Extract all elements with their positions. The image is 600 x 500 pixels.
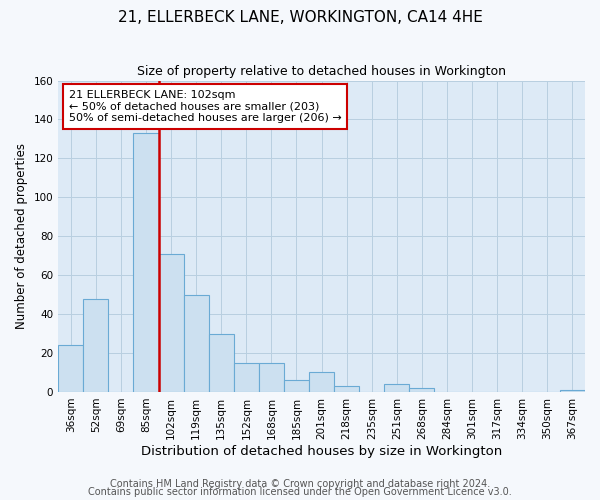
Bar (133, 133, 158, 392)
Bar (158, 254, 184, 392)
Bar (309, 372, 334, 392)
Y-axis label: Number of detached properties: Number of detached properties (15, 144, 28, 330)
Bar (259, 363, 284, 392)
Text: 21 ELLERBECK LANE: 102sqm
← 50% of detached houses are smaller (203)
50% of semi: 21 ELLERBECK LANE: 102sqm ← 50% of detac… (69, 90, 341, 123)
Bar (184, 294, 209, 392)
Bar (334, 386, 359, 392)
Text: Contains public sector information licensed under the Open Government Licence v3: Contains public sector information licen… (88, 487, 512, 497)
Bar (234, 363, 259, 392)
Bar (83, 298, 109, 392)
Text: Contains HM Land Registry data © Crown copyright and database right 2024.: Contains HM Land Registry data © Crown c… (110, 479, 490, 489)
Bar (284, 380, 309, 392)
Bar (409, 388, 434, 392)
Bar (209, 334, 234, 392)
Bar (560, 390, 585, 392)
Bar (58, 345, 83, 392)
Text: 21, ELLERBECK LANE, WORKINGTON, CA14 4HE: 21, ELLERBECK LANE, WORKINGTON, CA14 4HE (118, 10, 482, 25)
X-axis label: Distribution of detached houses by size in Workington: Distribution of detached houses by size … (141, 444, 502, 458)
Title: Size of property relative to detached houses in Workington: Size of property relative to detached ho… (137, 65, 506, 78)
Bar (385, 384, 409, 392)
